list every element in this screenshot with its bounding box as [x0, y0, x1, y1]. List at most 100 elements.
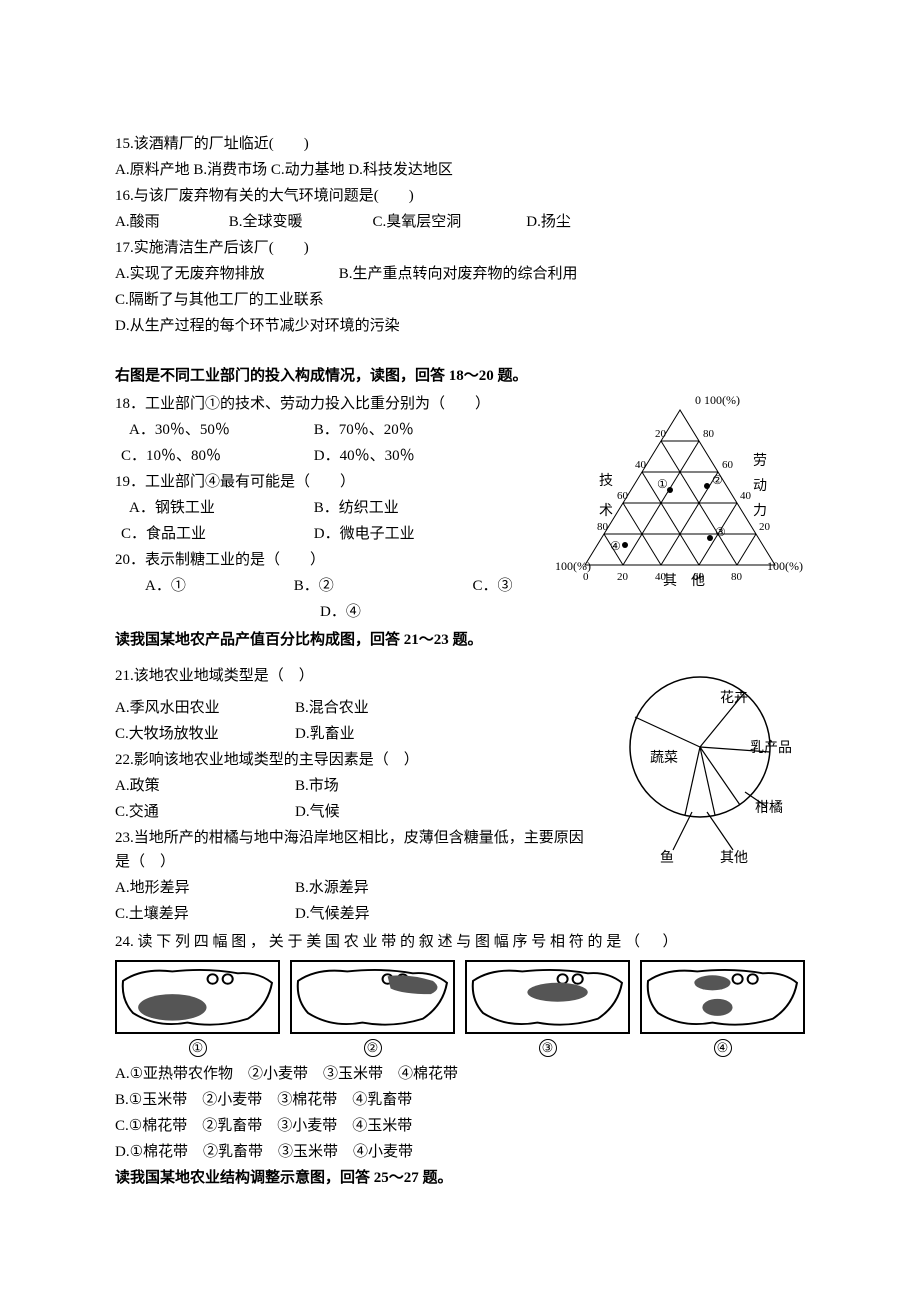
q21-B: B.混合农业 [295, 700, 369, 716]
map-label-3: ③ [539, 1039, 557, 1057]
us-map-1 [115, 960, 280, 1034]
q22-B: B.市场 [295, 778, 339, 794]
q18-C: C．10％、80％ [115, 444, 310, 468]
lead-25-27: 读我国某地农业结构调整示意图，回答 25～27 题。 [115, 1166, 805, 1190]
q20-D: D．④ [115, 600, 545, 624]
pie-l4: 鱼 [660, 849, 674, 866]
q18-B: B．70％、20％ [314, 422, 414, 438]
svg-text:80: 80 [703, 428, 715, 440]
q23-A: A.地形差异 [115, 876, 295, 900]
q17-D: D.从生产过程的每个环节减少对环境的污染 [115, 314, 805, 338]
svg-text:40: 40 [655, 571, 667, 583]
q23-B: B.水源差异 [295, 880, 369, 896]
q20-stem: 20．表示制糖工业的是（ ） [115, 548, 545, 572]
q22-A: A.政策 [115, 774, 295, 798]
q15-opts: A.原料产地 B.消费市场 C.动力基地 D.科技发达地区 [115, 158, 805, 182]
q19-row1: A．钢铁工业 B．纺织工业 [115, 496, 545, 520]
block-21-23: 21.该地农业地域类型是（ ） A.季风水田农业B.混合农业 C.大牧场放牧业D… [115, 662, 805, 928]
q16-opts: A.酸雨 B.全球变暖 C.臭氧层空洞 D.扬尘 [115, 210, 805, 234]
q16-stem: 16.与该厂废弃物有关的大气环境问题是( ) [115, 184, 805, 208]
tri-p4: ④ [610, 539, 621, 553]
q24-D: D.①棉花带 ②乳畜带 ③玉米带 ④小麦带 [115, 1140, 805, 1164]
svg-text:60: 60 [617, 490, 629, 502]
lead-21-23: 读我国某地农产品产值百分比构成图，回答 21～23 题。 [115, 628, 805, 652]
q22-stem: 22.影响该地农业地域类型的主导因素是（ ） [115, 748, 585, 772]
svg-text:60: 60 [693, 571, 705, 583]
us-map-4 [640, 960, 805, 1034]
q19-C: C．食品工业 [115, 522, 310, 546]
svg-text:0: 0 [583, 571, 589, 583]
q24-A: A.①亚热带农作物 ②小麦带 ③玉米带 ④棉花带 [115, 1062, 805, 1086]
map-label-4: ④ [714, 1039, 732, 1057]
q21-A: A.季风水田农业 [115, 696, 295, 720]
q17-B: B.生产重点转向对废弃物的综合利用 [339, 266, 578, 282]
svg-text:20: 20 [655, 428, 667, 440]
q18-A: A．30％、50％ [115, 418, 310, 442]
tri-top-label: 0 100(%) [695, 393, 740, 407]
pie-l1: 乳产品 [750, 740, 792, 756]
tri-lab0: 劳 [753, 453, 767, 469]
tri-tech1: 术 [599, 503, 613, 519]
pie-l3: 其他 [720, 850, 748, 866]
q20-B: B．② [294, 574, 469, 598]
q20-A: A．① [115, 574, 290, 598]
svg-text:40: 40 [635, 459, 647, 471]
q20-C: C．③ [473, 578, 513, 594]
q22-C: C.交通 [115, 800, 295, 824]
svg-text:40: 40 [740, 490, 752, 502]
q24-B: B.①玉米带 ②小麦带 ③棉花带 ④乳畜带 [115, 1088, 805, 1112]
q23-C: C.土壤差异 [115, 902, 295, 926]
q20-row: A．① B．② C．③ [115, 574, 545, 598]
q18-D: D．40％、30％ [314, 448, 415, 464]
tri-tech0: 技 [599, 473, 613, 489]
us-map-3 [465, 960, 630, 1034]
tri-right-label: 100(%) [767, 559, 803, 573]
q18-row2: C．10％、80％ D．40％、30％ [115, 444, 545, 468]
svg-text:20: 20 [759, 521, 771, 533]
q16-C: C.臭氧层空洞 [373, 210, 523, 234]
q21-stem: 21.该地农业地域类型是（ ） [115, 664, 585, 688]
q17-A: A.实现了无废弃物排放 [115, 262, 335, 286]
q24-stem: 24. 读 下 列 四 幅 图 ， 关 于 美 国 农 业 带 的 叙 述 与 … [115, 930, 805, 954]
tri-p2: ② [712, 473, 723, 487]
pie-l2: 柑橘 [755, 800, 783, 816]
q16-A: A.酸雨 [115, 210, 225, 234]
q19-stem: 19．工业部门④最有可能是（ ） [115, 470, 545, 494]
svg-text:80: 80 [731, 571, 743, 583]
pie-figure: 花卉 乳产品 柑橘 其他 鱼 蔬菜 [595, 662, 805, 875]
q19-row2: C．食品工业 D．微电子工业 [115, 522, 545, 546]
q19-B: B．纺织工业 [314, 500, 399, 516]
q17-C: C.隔断了与其他工厂的工业联系 [115, 288, 805, 312]
us-maps-row: ① ② ③ [115, 960, 805, 1060]
pie-l5: 蔬菜 [650, 750, 678, 766]
q15-stem: 15.该酒精厂的厂址临近( ) [115, 132, 805, 156]
tri-lab2: 力 [753, 503, 767, 519]
us-map-2 [290, 960, 455, 1034]
tri-lab1: 动 [753, 478, 767, 494]
q16-D: D.扬尘 [526, 210, 571, 234]
tri-p3: ③ [715, 525, 726, 539]
q17-AB: A.实现了无废弃物排放 B.生产重点转向对废弃物的综合利用 [115, 262, 805, 286]
q23-stem: 23.当地所产的柑橘与地中海沿岸地区相比，皮薄但含糖量低，主要原因是（ ） [115, 826, 585, 874]
q22-D: D.气候 [295, 804, 340, 820]
q23-D: D.气候差异 [295, 906, 370, 922]
q21-D: D.乳畜业 [295, 726, 355, 742]
pie-l0: 花卉 [720, 690, 748, 706]
block-18-20: 18．工业部门①的技术、劳动力投入比重分别为（ ） A．30％、50％ B．70… [115, 390, 805, 626]
tri-p1: ① [657, 477, 668, 491]
q19-D: D．微电子工业 [314, 526, 415, 542]
map-label-2: ② [364, 1039, 382, 1057]
triangle-figure: 0 100(%) 100(%) 100(%) 技 术 劳 动 力 其 他 0 2… [555, 390, 805, 598]
q17-stem: 17.实施清洁生产后该厂( ) [115, 236, 805, 260]
svg-text:80: 80 [597, 521, 609, 533]
q16-B: B.全球变暖 [229, 210, 369, 234]
svg-text:20: 20 [617, 571, 629, 583]
svg-text:60: 60 [722, 459, 734, 471]
q18-stem: 18．工业部门①的技术、劳动力投入比重分别为（ ） [115, 392, 545, 416]
q19-A: A．钢铁工业 [115, 496, 310, 520]
q18-row1: A．30％、50％ B．70％、20％ [115, 418, 545, 442]
lead-18-20: 右图是不同工业部门的投入构成情况，读图，回答 18～20 题。 [115, 364, 805, 388]
map-label-1: ① [189, 1039, 207, 1057]
q21-C: C.大牧场放牧业 [115, 722, 295, 746]
q24-C: C.①棉花带 ②乳畜带 ③小麦带 ④玉米带 [115, 1114, 805, 1138]
